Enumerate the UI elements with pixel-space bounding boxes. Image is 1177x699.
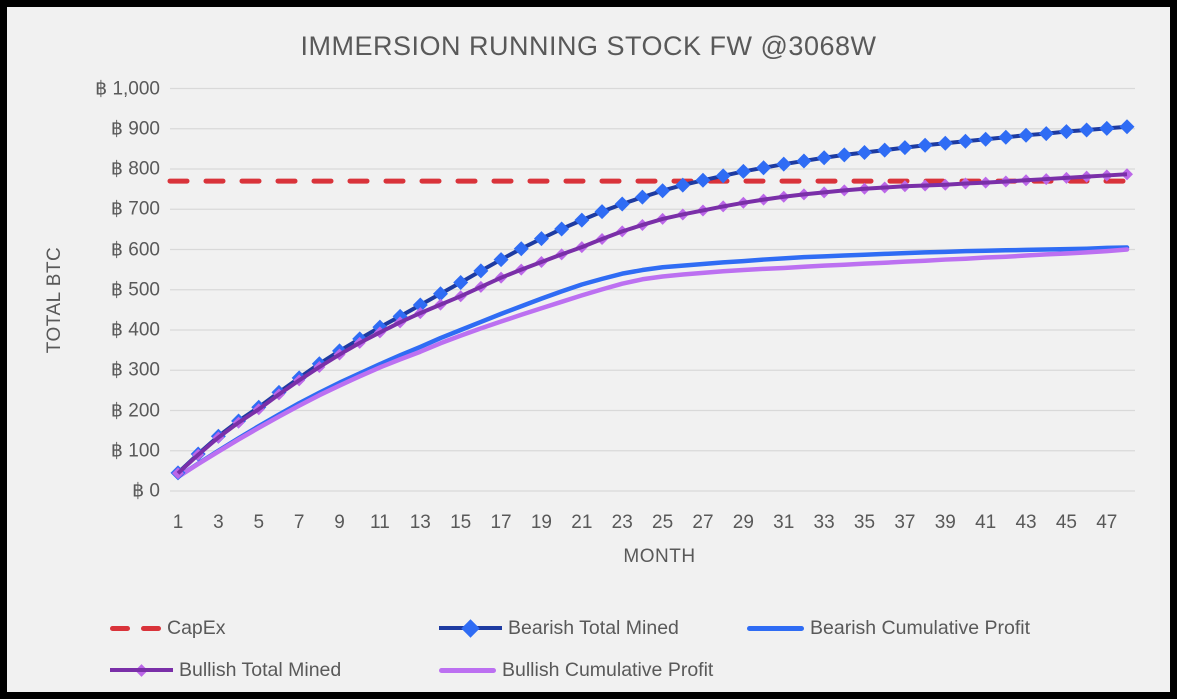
x-tick-label: 25 [652,512,674,533]
y-tick-label: ฿ 400 [110,319,160,341]
x-tick-label: 31 [773,512,795,533]
diamond-marker [614,196,630,212]
diamond-marker [634,189,650,205]
capex-dashed-line-swatch [110,625,161,631]
diamond-marker [493,252,509,268]
diamond-marker [877,142,893,158]
bullish-cumulative-profit-swatch [439,667,496,673]
y-tick-label: ฿ 0 [132,480,160,502]
diamond-marker [937,135,953,151]
diamond-marker [897,140,913,156]
diamond-marker [533,231,549,247]
diamond-marker [998,129,1014,145]
diamond-marker [695,172,711,188]
legend-label: Bearish Cumulative Profit [810,616,1031,639]
x-tick-label: 1 [172,512,184,533]
x-tick-label: 7 [293,512,305,533]
diamond-marker [796,153,812,169]
x-tick-label: 37 [894,512,916,533]
diamond-marker [1038,126,1054,142]
x-tick-label: 11 [370,512,390,533]
diamond-marker [1018,127,1034,143]
diamond-marker [574,212,590,228]
y-tick-label: ฿ 1,000 [95,78,160,99]
bullish-total-mined-markers [172,168,1133,480]
diamond-marker [1099,120,1115,136]
legend-item-bullish-total-mined: Bullish Total Mined [110,653,341,687]
x-tick-label: 29 [732,512,754,533]
x-tick-label: 43 [1015,512,1037,533]
x-tick-label: 3 [213,512,224,533]
diamond-marker [594,204,610,220]
y-tick-label: ฿ 600 [110,239,160,260]
x-tick-label: 23 [611,512,633,533]
bearish-total-mined-markers [170,119,1135,481]
x-axis-title: MONTH [623,546,696,567]
y-tick-label: ฿ 900 [110,118,160,140]
y-tick-label: ฿ 800 [110,158,160,180]
y-tick-label: ฿ 500 [110,279,160,301]
y-tick-label: ฿ 100 [110,440,160,462]
legend: CapEx Bearish Total Mined Bearish Cumula… [7,602,1170,692]
x-tick-label: 5 [253,512,265,533]
legend-item-bearish-total-mined: Bearish Total Mined [439,611,679,645]
x-tick-label: 15 [450,512,472,533]
diamond-marker [735,163,751,179]
diamond-marker [715,168,731,184]
diamond-marker [453,275,469,291]
y-axis-title: TOTAL BTC [44,246,65,354]
x-tick-label: 39 [934,512,956,533]
diamond-marker [917,137,933,153]
bearish-cumulative-profit-line [175,245,1130,480]
legend-item-bearish-cumulative-profit: Bearish Cumulative Profit [747,611,1030,645]
legend-label: Bullish Total Mined [179,658,342,681]
diamond-marker [1079,122,1095,138]
diamond-marker [675,177,691,193]
diamond-marker [1119,119,1135,135]
diamond-marker [978,131,994,147]
x-tick-label: 21 [571,512,593,533]
diamond-marker [473,263,489,279]
diamond-marker [836,147,852,163]
legend-label: Bullish Cumulative Profit [502,658,714,681]
x-tick-label: 19 [530,512,553,533]
x-tick-label: 13 [409,512,431,533]
y-tick-label: ฿ 300 [110,359,160,381]
diamond-marker [816,150,832,166]
legend-item-bullish-cumulative-profit: Bullish Cumulative Profit [439,653,713,687]
y-tick-label: ฿ 700 [110,198,160,220]
diamond-marker [432,286,448,302]
chart-title: IMMERSION RUNNING STOCK FW @3068W [300,31,877,61]
diamond-marker [756,160,772,176]
diamond-marker [857,144,873,160]
bullish-total-mined-swatch [110,662,173,678]
diamond-marker [554,221,570,237]
plot-area [167,87,1138,492]
diamond-marker [776,156,792,172]
bearish-total-mined-swatch [439,618,502,638]
x-tick-label: 41 [975,512,997,533]
diamond-marker [957,133,973,149]
x-tick-label: 9 [334,512,345,533]
bullish-total-mined-line [176,172,1128,475]
y-tick-label: ฿ 200 [110,400,160,421]
x-tick-label: 45 [1055,512,1077,533]
diamond-marker [412,297,428,313]
legend-label: CapEx [167,616,226,639]
x-tick-label: 35 [853,512,876,533]
x-tick-label: 33 [813,512,835,533]
diamond-marker [655,183,671,199]
bullish-cumulative-profit-line [175,247,1130,480]
diamond-marker [1058,124,1074,140]
x-tick-label: 27 [692,512,714,533]
x-tick-label: 47 [1096,512,1118,533]
diamond-marker [513,241,529,257]
legend-item-capex: CapEx [110,611,226,645]
legend-label: Bearish Total Mined [508,616,679,639]
bearish-cumulative-profit-swatch [747,625,804,631]
x-tick-label: 17 [490,512,512,533]
